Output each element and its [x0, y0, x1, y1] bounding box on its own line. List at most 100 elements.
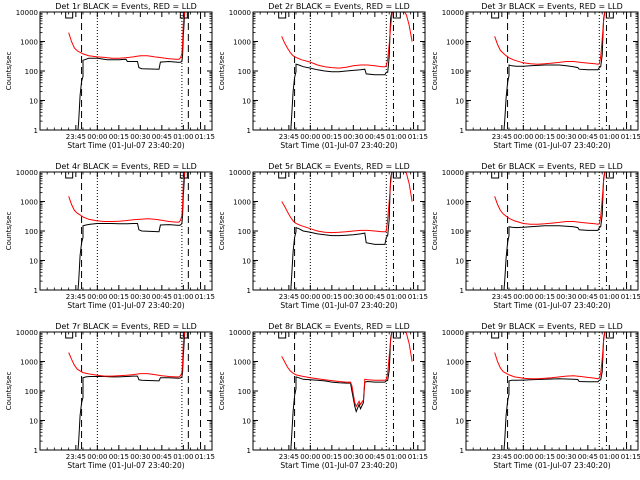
x-tick-label: 00:00 — [300, 133, 320, 141]
y-axis-label: Counts/sec — [5, 52, 13, 91]
y-tick-label: 1000 — [446, 199, 464, 207]
y-tick-label: 10000 — [229, 9, 251, 17]
x-tick-label: 00:00 — [513, 453, 533, 461]
y-tick-label: 100 — [238, 388, 251, 396]
x-tick-label: 01:00 — [599, 133, 619, 141]
x-tick-label: 01:15 — [621, 453, 640, 461]
x-tick-label: 00:00 — [513, 293, 533, 301]
x-tick-label: 00:45 — [578, 133, 598, 141]
marker-box-left — [278, 11, 287, 19]
y-tick-label: 1 — [460, 447, 464, 455]
x-tick-label: 01:15 — [408, 453, 428, 461]
x-tick-label: 00:15 — [322, 133, 342, 141]
y-tick-label: 10 — [242, 98, 251, 106]
marker-box-left — [278, 331, 287, 339]
y-axis-label: Counts/sec — [431, 52, 439, 91]
x-tick-label: 01:00 — [173, 133, 193, 141]
x-tick-label: 00:15 — [109, 293, 129, 301]
x-axis-label: Start Time (01-Jul-07 23:40:20) — [493, 301, 610, 310]
x-tick-label: 00:45 — [365, 293, 385, 301]
chart-title: Det 8r BLACK = Events, RED = LLD — [268, 322, 410, 331]
chart-panel-5: 1 10 100 1000 10000 23:45 00:00 00:15 00:30 00:45… — [218, 162, 428, 310]
x-tick-label: 01:15 — [195, 293, 215, 301]
series-lld — [68, 172, 186, 223]
y-tick-label: 1000 — [233, 199, 251, 207]
series-events — [290, 172, 393, 290]
x-tick-label: 01:00 — [386, 133, 406, 141]
x-tick-label: 00:45 — [152, 293, 172, 301]
x-tick-label: 00:30 — [130, 453, 150, 461]
plot-area — [68, 332, 202, 450]
plot-area — [494, 332, 628, 450]
y-tick-label: 100 — [238, 68, 251, 76]
y-tick-label: 100 — [238, 228, 251, 236]
x-tick-label: 00:00 — [513, 133, 533, 141]
x-tick-label: 00:00 — [87, 453, 107, 461]
plot-area — [494, 12, 628, 130]
marker-box-left — [278, 171, 287, 179]
y-tick-label: 10000 — [16, 329, 38, 337]
x-tick-label: 00:30 — [556, 453, 576, 461]
x-tick-label: 01:00 — [386, 293, 406, 301]
x-axis-label: Start Time (01-Jul-07 23:40:20) — [67, 301, 184, 310]
y-axis-label: Counts/sec — [218, 212, 226, 251]
series-events — [290, 332, 393, 450]
x-tick-label: 00:15 — [109, 453, 129, 461]
marker-box-left — [65, 331, 74, 339]
x-tick-label: 00:15 — [109, 133, 129, 141]
chart-title: Det 6r BLACK = Events, RED = LLD — [481, 162, 623, 171]
series-lld — [281, 332, 413, 408]
chart-title: Det 3r BLACK = Events, RED = LLD — [481, 2, 623, 11]
series-lld — [281, 12, 413, 69]
chart-title: Det 9r BLACK = Events, RED = LLD — [481, 322, 623, 331]
plot-area — [281, 12, 415, 130]
y-tick-label: 1000 — [446, 359, 464, 367]
y-tick-label: 10 — [455, 258, 464, 266]
x-tick-label: 23:45 — [66, 133, 86, 141]
y-tick-label: 100 — [451, 388, 464, 396]
y-tick-label: 10 — [29, 98, 38, 106]
x-tick-label: 01:00 — [173, 453, 193, 461]
y-tick-label: 1 — [247, 287, 251, 295]
x-tick-label: 00:30 — [130, 293, 150, 301]
x-tick-label: 23:45 — [279, 293, 299, 301]
x-tick-label: 00:30 — [130, 133, 150, 141]
y-tick-label: 1000 — [446, 39, 464, 47]
series-lld — [68, 12, 186, 60]
x-tick-label: 00:45 — [365, 133, 385, 141]
chart-panel-6: 1 10 100 1000 10000 23:45 00:00 00:15 00:30 00:45… — [431, 162, 640, 310]
x-tick-label: 00:00 — [87, 133, 107, 141]
chart-panel-4: 1 10 100 1000 10000 23:45 00:00 00:15 00:30 00:45… — [5, 162, 215, 310]
y-tick-label: 10000 — [229, 329, 251, 337]
series-events — [503, 172, 606, 290]
series-lld — [68, 332, 186, 378]
x-tick-label: 00:15 — [322, 453, 342, 461]
x-tick-label: 00:15 — [535, 453, 555, 461]
x-tick-label: 23:45 — [66, 453, 86, 461]
y-tick-label: 10 — [455, 98, 464, 106]
chart-title: Det 5r BLACK = Events, RED = LLD — [268, 162, 410, 171]
x-tick-label: 00:15 — [322, 293, 342, 301]
axes-frame — [465, 331, 639, 451]
marker-box-left — [65, 171, 74, 179]
marker-box-left — [491, 11, 500, 19]
axes-frame — [465, 171, 639, 291]
y-tick-label: 1 — [460, 127, 464, 135]
series-lld — [494, 332, 606, 380]
series-events — [77, 172, 186, 290]
plot-area — [281, 172, 415, 290]
axes-frame — [252, 331, 426, 451]
axes-frame — [39, 331, 213, 451]
y-axis-label: Counts/sec — [5, 212, 13, 251]
y-tick-label: 10 — [29, 418, 38, 426]
x-tick-label: 23:45 — [492, 293, 512, 301]
axes-frame — [252, 171, 426, 291]
y-tick-label: 1 — [247, 127, 251, 135]
chart-panel-2: 1 10 100 1000 10000 23:45 00:00 00:15 00:30 00:45… — [218, 2, 428, 150]
x-tick-label: 00:30 — [556, 293, 576, 301]
y-tick-label: 100 — [451, 68, 464, 76]
marker-box-left — [491, 171, 500, 179]
y-axis-label: Counts/sec — [218, 52, 226, 91]
x-tick-label: 00:45 — [365, 453, 385, 461]
